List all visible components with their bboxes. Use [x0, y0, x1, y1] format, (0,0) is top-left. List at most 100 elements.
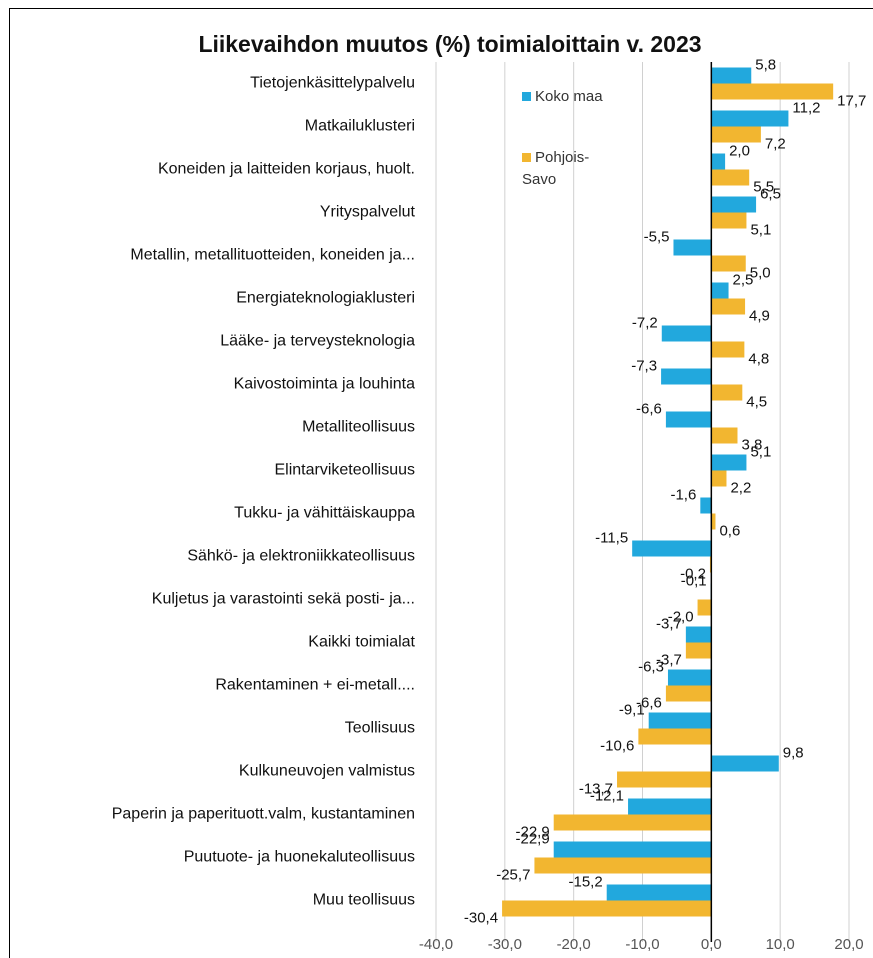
- legend-swatch: [522, 153, 531, 162]
- legend-swatch: [522, 92, 531, 101]
- bar: [638, 728, 712, 745]
- bar: [711, 755, 779, 772]
- y-tick-label: Kaikki toimialat: [308, 634, 415, 651]
- bar: [711, 341, 745, 358]
- data-label: -0,1: [681, 572, 707, 589]
- data-label: 5,5: [753, 178, 774, 195]
- bar: [628, 798, 712, 815]
- data-label: 5,1: [750, 443, 771, 460]
- y-tick-label: Koneiden ja laitteiden korjaus, huolt.: [158, 161, 415, 178]
- y-tick-label: Lääke- ja terveysteknologia: [220, 333, 415, 350]
- data-label: 4,5: [746, 393, 767, 410]
- legend-item: Pohjois-Savo: [522, 147, 602, 191]
- bar: [665, 411, 712, 428]
- bar: [711, 470, 727, 487]
- bar: [711, 454, 747, 471]
- bar: [553, 814, 712, 831]
- data-label: 2,0: [729, 142, 750, 159]
- data-label: -22,9: [516, 830, 550, 847]
- y-tick-label: Sähkö- ja elektroniikkateollisuus: [187, 548, 415, 565]
- data-label: -30,4: [464, 909, 498, 926]
- y-tick-label: Metalliteollisuus: [302, 419, 415, 436]
- legend-label: Koko maa: [535, 88, 603, 105]
- data-label: 0,6: [719, 522, 740, 539]
- bar: [711, 282, 729, 299]
- data-label: -12,1: [590, 787, 624, 804]
- y-tick-label: Kuljetus ja varastointi sekä posti- ja..…: [152, 591, 415, 608]
- y-tick-label: Paperin ja paperituott.valm, kustantamin…: [112, 806, 415, 823]
- data-label: 4,8: [748, 350, 769, 367]
- y-tick-label: Kulkuneuvojen valmistus: [239, 763, 415, 780]
- data-label: -0,2: [680, 565, 706, 582]
- bar: [665, 685, 712, 702]
- x-tick-label: -30,0: [488, 936, 522, 953]
- data-label: -7,2: [632, 314, 658, 331]
- data-label: 2,2: [730, 479, 751, 496]
- x-tick-label: -40,0: [419, 936, 453, 953]
- bar: [673, 239, 712, 256]
- data-label: 7,2: [765, 135, 786, 152]
- y-tick-label: Elintarviketeollisuus: [274, 462, 415, 479]
- bar: [661, 368, 712, 385]
- y-tick-label: Rakentaminen + ei-metall....: [215, 677, 415, 694]
- bar: [553, 841, 712, 858]
- y-tick-label: Metallin, metallituotteiden, koneiden ja…: [130, 247, 415, 264]
- chart-title: Liikevaihdon muutos (%) toimialoittain v…: [198, 31, 701, 57]
- data-label: -6,6: [636, 694, 662, 711]
- y-tick-label: Energiateknologiaklusteri: [236, 290, 415, 307]
- data-label: -13,7: [579, 780, 613, 797]
- data-label: 5,0: [750, 264, 771, 281]
- data-label: -22,9: [516, 823, 550, 840]
- bar: [685, 626, 712, 643]
- bar: [648, 712, 712, 729]
- bar: [711, 298, 746, 315]
- x-tick-label: -20,0: [557, 936, 591, 953]
- bar: [502, 900, 712, 917]
- bar: [711, 126, 761, 143]
- bar: [711, 169, 750, 186]
- bar: [617, 771, 712, 788]
- bar: [711, 255, 746, 272]
- data-label: 3,8: [741, 436, 762, 453]
- x-tick-label: -10,0: [625, 936, 659, 953]
- data-label: 11,2: [792, 99, 820, 116]
- bar: [711, 513, 716, 530]
- bar: [632, 540, 712, 557]
- bar: [711, 427, 738, 444]
- data-label: -9,1: [619, 701, 645, 718]
- y-tick-label: Tukku- ja vähittäiskauppa: [234, 505, 415, 522]
- y-tick-label: Matkailuklusteri: [305, 118, 415, 135]
- data-label: -15,2: [569, 873, 603, 890]
- data-label: -7,3: [631, 357, 657, 374]
- bar: [711, 110, 789, 127]
- data-label: 5,1: [750, 221, 771, 238]
- legend-label: Pohjois-Savo: [522, 149, 590, 188]
- data-label: -5,5: [644, 228, 670, 245]
- bar: [534, 857, 712, 874]
- y-tick-label: Yrityspalvelut: [320, 204, 416, 221]
- data-label: 17,7: [837, 92, 866, 109]
- bar: [661, 325, 712, 342]
- data-label: -6,3: [638, 658, 664, 675]
- y-tick-label: Puutuote- ja huonekaluteollisuus: [184, 849, 415, 866]
- bar: [711, 67, 752, 84]
- y-tick-label: Teollisuus: [345, 720, 415, 737]
- bar: [711, 83, 834, 100]
- data-label: -11,5: [595, 529, 628, 546]
- bar: [711, 384, 743, 401]
- data-label: 2,5: [733, 271, 754, 288]
- data-label: 6,5: [760, 185, 781, 202]
- data-label: -10,6: [600, 737, 634, 754]
- data-label: 5,8: [755, 56, 776, 73]
- data-label: -3,7: [656, 615, 682, 632]
- x-tick-label: 20,0: [834, 936, 863, 953]
- data-label: -25,7: [496, 866, 530, 883]
- data-label: -6,6: [636, 400, 662, 417]
- bar: [700, 497, 712, 514]
- x-tick-label: 0,0: [701, 936, 722, 953]
- bar: [711, 153, 726, 170]
- bar: [685, 642, 712, 659]
- y-tick-label: Muu teollisuus: [313, 892, 415, 909]
